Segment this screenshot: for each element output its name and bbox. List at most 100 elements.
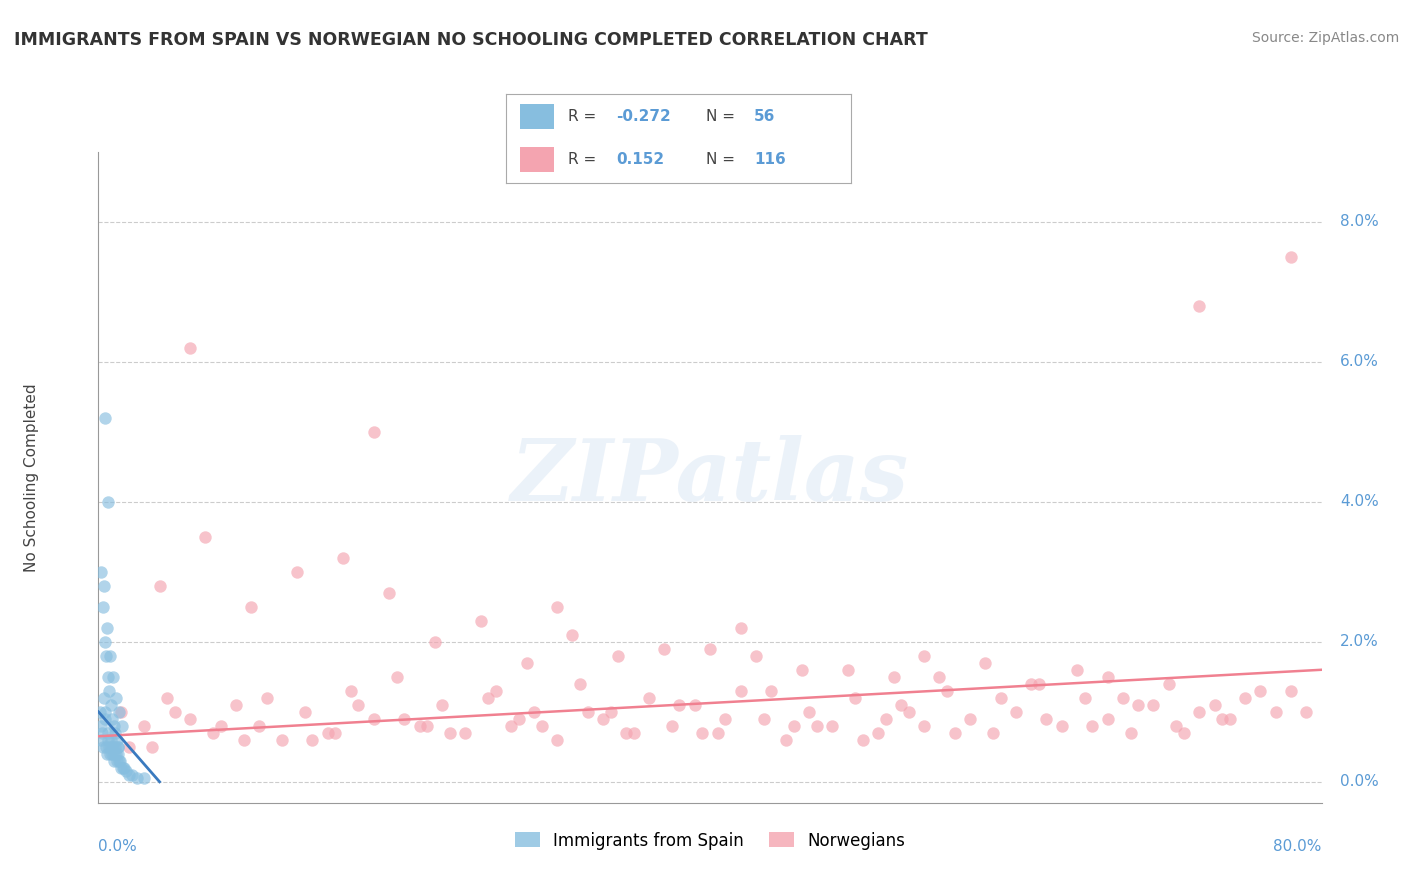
Point bbox=[121, 768, 143, 782]
Point bbox=[105, 732, 128, 747]
Point bbox=[1234, 690, 1257, 705]
Text: 0.0%: 0.0% bbox=[1340, 774, 1379, 789]
Point bbox=[875, 712, 897, 726]
Point bbox=[107, 739, 129, 754]
Point bbox=[652, 641, 675, 656]
Point bbox=[94, 712, 117, 726]
Point bbox=[125, 772, 148, 786]
Point bbox=[101, 747, 124, 761]
Point bbox=[1035, 712, 1057, 726]
Point bbox=[97, 732, 120, 747]
Point bbox=[363, 712, 385, 726]
Point bbox=[1211, 712, 1233, 726]
Point bbox=[110, 761, 132, 775]
Point bbox=[90, 565, 112, 579]
Point bbox=[101, 670, 124, 684]
Point bbox=[1066, 663, 1088, 677]
Point bbox=[385, 670, 408, 684]
Point bbox=[100, 739, 122, 754]
Point bbox=[501, 719, 523, 733]
Point bbox=[111, 719, 134, 733]
Point bbox=[209, 719, 232, 733]
Point bbox=[683, 698, 706, 712]
Point bbox=[285, 565, 308, 579]
Point bbox=[108, 705, 131, 719]
Point bbox=[98, 648, 121, 663]
Point bbox=[607, 648, 630, 663]
Point bbox=[799, 705, 821, 719]
Point bbox=[752, 712, 775, 726]
Point bbox=[890, 698, 912, 712]
Point bbox=[508, 712, 530, 726]
Point bbox=[194, 530, 217, 544]
Point bbox=[110, 705, 132, 719]
Point bbox=[100, 732, 122, 747]
Point bbox=[530, 719, 553, 733]
Point bbox=[1264, 705, 1286, 719]
Point bbox=[546, 599, 568, 614]
Point bbox=[93, 634, 115, 648]
Point bbox=[1050, 719, 1073, 733]
Point bbox=[363, 425, 385, 439]
Point bbox=[97, 494, 120, 508]
Point bbox=[783, 719, 806, 733]
Point bbox=[423, 634, 446, 648]
Point bbox=[103, 754, 125, 768]
Point bbox=[91, 739, 114, 754]
Text: N =: N = bbox=[706, 153, 740, 167]
Point bbox=[936, 683, 959, 698]
Point bbox=[837, 663, 859, 677]
Point bbox=[454, 726, 477, 740]
Point bbox=[806, 719, 828, 733]
Point bbox=[240, 599, 263, 614]
Point bbox=[91, 599, 114, 614]
Point bbox=[94, 410, 117, 425]
Text: IMMIGRANTS FROM SPAIN VS NORWEGIAN NO SCHOOLING COMPLETED CORRELATION CHART: IMMIGRANTS FROM SPAIN VS NORWEGIAN NO SC… bbox=[14, 31, 928, 49]
Point bbox=[844, 690, 866, 705]
Point bbox=[108, 754, 131, 768]
Point bbox=[990, 690, 1012, 705]
Point bbox=[96, 747, 118, 761]
Point bbox=[1097, 712, 1119, 726]
Legend: Immigrants from Spain, Norwegians: Immigrants from Spain, Norwegians bbox=[508, 825, 912, 856]
Point bbox=[1157, 677, 1180, 691]
Point bbox=[1188, 705, 1211, 719]
Point bbox=[775, 732, 797, 747]
Text: No Schooling Completed: No Schooling Completed bbox=[24, 383, 38, 572]
Point bbox=[105, 754, 128, 768]
Text: R =: R = bbox=[568, 153, 602, 167]
Point bbox=[108, 754, 131, 768]
Point bbox=[97, 670, 120, 684]
Point bbox=[852, 732, 875, 747]
Point bbox=[232, 732, 254, 747]
Point bbox=[94, 648, 117, 663]
Point bbox=[100, 698, 122, 712]
Point bbox=[301, 732, 323, 747]
Text: 116: 116 bbox=[754, 153, 786, 167]
Point bbox=[692, 726, 714, 740]
Point bbox=[332, 550, 354, 565]
Point bbox=[477, 690, 499, 705]
Point bbox=[1119, 726, 1142, 740]
Point bbox=[97, 726, 120, 740]
Point bbox=[1279, 250, 1302, 264]
Point bbox=[912, 648, 935, 663]
Point bbox=[347, 698, 370, 712]
Text: 2.0%: 2.0% bbox=[1340, 634, 1379, 649]
Point bbox=[93, 690, 115, 705]
Point bbox=[561, 628, 583, 642]
Point bbox=[202, 726, 225, 740]
Point bbox=[93, 705, 115, 719]
Text: ZIPatlas: ZIPatlas bbox=[510, 435, 910, 519]
Point bbox=[118, 768, 141, 782]
Point bbox=[339, 683, 361, 698]
Point bbox=[96, 621, 118, 635]
Point bbox=[89, 705, 111, 719]
Point bbox=[1073, 690, 1095, 705]
Point bbox=[1028, 677, 1050, 691]
Point bbox=[225, 698, 247, 712]
Point bbox=[179, 341, 201, 355]
Point bbox=[104, 726, 127, 740]
Text: 0.152: 0.152 bbox=[616, 153, 665, 167]
Point bbox=[134, 719, 156, 733]
